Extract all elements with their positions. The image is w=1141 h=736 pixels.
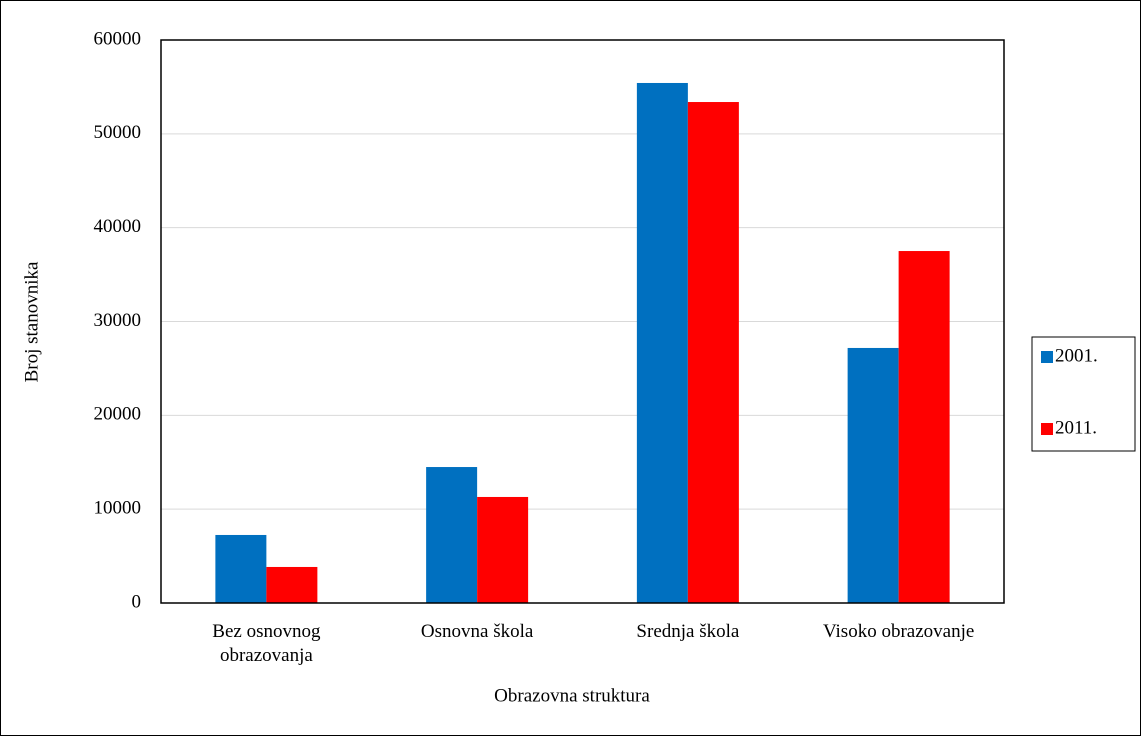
x-tick-label: Bez osnovnog obrazovanja	[212, 621, 321, 666]
y-tick-label: 30000	[94, 310, 142, 331]
bar	[687, 102, 739, 603]
legend-label: 2001.	[1055, 345, 1098, 366]
y-tick-label: 0	[132, 591, 142, 612]
bar	[426, 467, 478, 603]
y-tick-label: 60000	[94, 28, 142, 49]
bar	[898, 251, 950, 603]
y-tick-label: 50000	[94, 122, 142, 143]
bar	[215, 534, 267, 603]
legend-swatch	[1041, 423, 1053, 435]
y-axis-label: Broj stanovnika	[21, 261, 42, 382]
bar	[477, 496, 529, 603]
x-tick-label: Visoko obrazovanje	[822, 621, 975, 642]
y-tick-label: 40000	[94, 216, 142, 237]
legend-label: 2011.	[1055, 417, 1097, 438]
bar	[636, 82, 688, 604]
x-axis-label: Obrazovna struktura	[494, 685, 650, 706]
y-tick-label: 10000	[94, 498, 142, 519]
bar	[847, 347, 899, 603]
bar	[266, 566, 318, 603]
legend-swatch	[1041, 351, 1053, 363]
x-tick-label: Srednja škola	[636, 621, 740, 642]
x-tick-label: Osnovna škola	[420, 621, 534, 642]
y-tick-label: 20000	[94, 404, 142, 425]
plot-border	[160, 39, 1005, 604]
